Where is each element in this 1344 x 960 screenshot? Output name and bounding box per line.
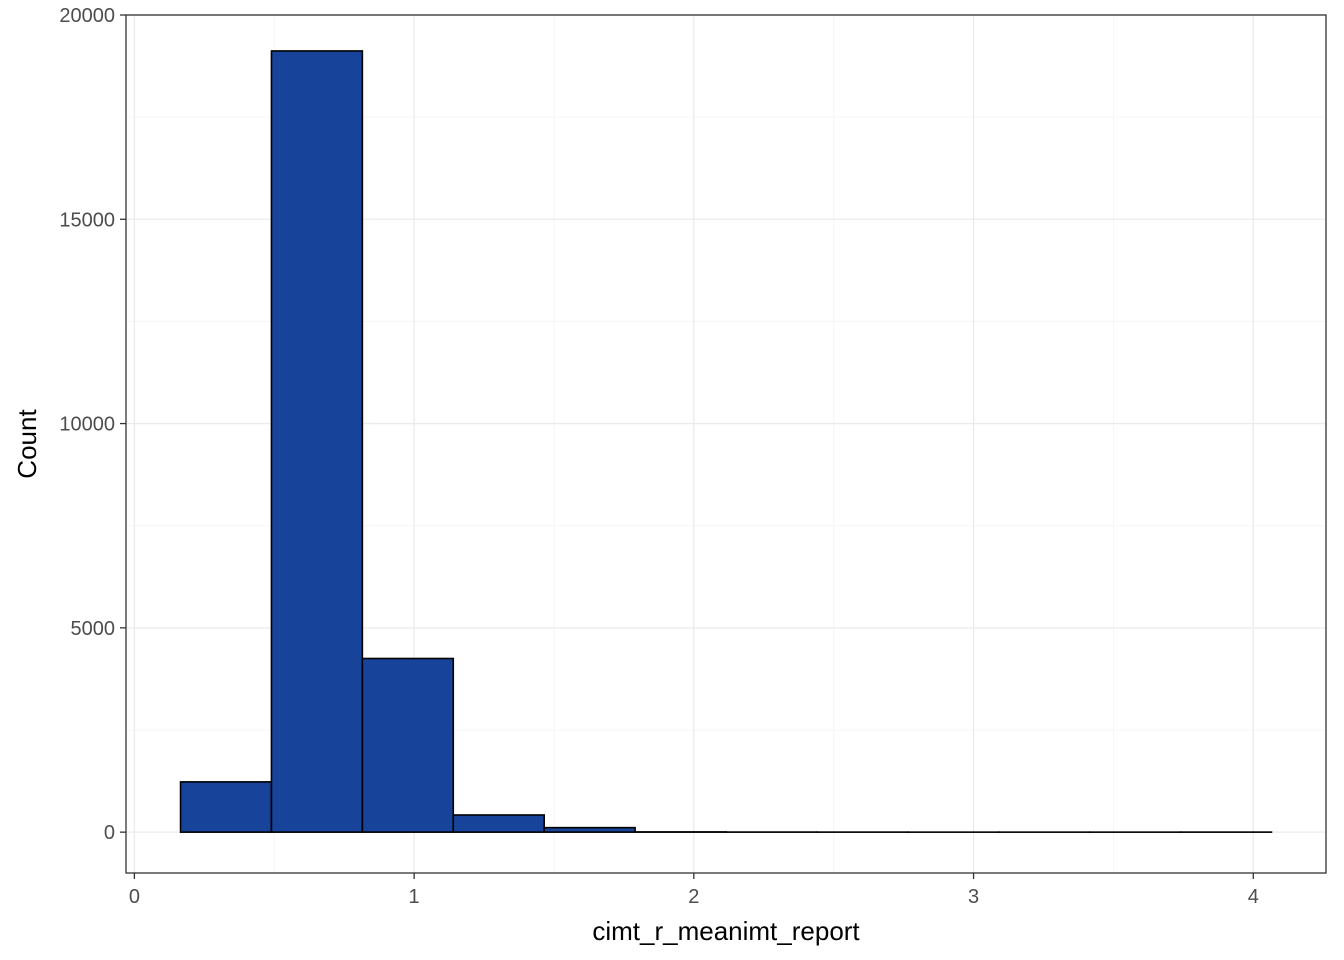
x-tick-label: 0: [129, 886, 140, 908]
x-tick-label: 2: [688, 886, 699, 908]
histogram-bar: [543, 826, 636, 833]
x-tick-label: 1: [409, 886, 420, 908]
y-axis-title: Count: [12, 409, 42, 479]
y-tick-label: 0: [104, 822, 115, 844]
x-axis-title: cimt_r_meanimt_report: [592, 916, 860, 946]
histogram-bar: [270, 50, 364, 833]
y-tick-label: 5000: [71, 618, 116, 640]
x-axis-ticks: 0 1 2 3 4: [129, 873, 1259, 908]
histogram-bar: [361, 657, 455, 833]
histogram-bar: [179, 781, 273, 833]
y-tick-label: 20000: [59, 5, 115, 27]
y-axis-ticks: 0 5000 10000 15000 20000: [59, 5, 126, 844]
y-tick-label: 10000: [59, 414, 115, 436]
x-tick-label: 4: [1248, 886, 1259, 908]
panel-border: [125, 14, 1327, 874]
histogram-bars: [179, 50, 1273, 833]
x-tick-label: 3: [968, 886, 979, 908]
histogram-bar: [452, 814, 545, 833]
y-tick-label: 15000: [59, 209, 115, 231]
